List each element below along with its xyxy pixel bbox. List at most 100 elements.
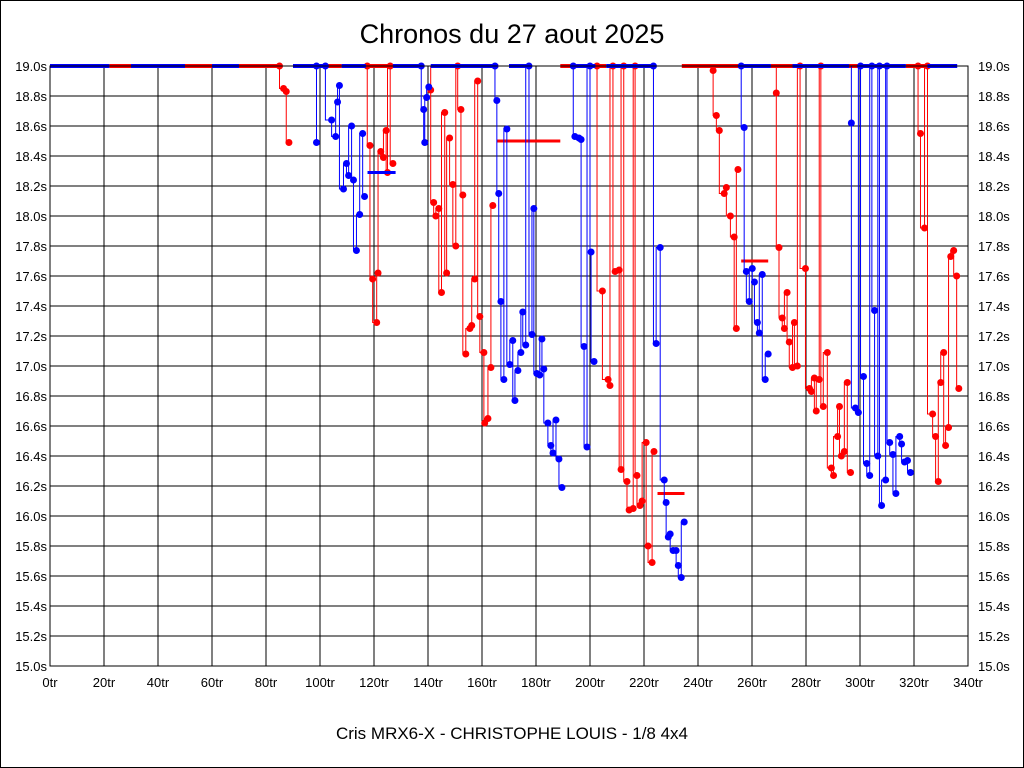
data-point bbox=[389, 160, 397, 167]
y-tick-label-left: 18.6s bbox=[15, 119, 47, 134]
y-tick-label-left: 17.6s bbox=[15, 269, 47, 284]
data-point bbox=[377, 148, 385, 155]
data-point bbox=[374, 269, 382, 277]
x-tick-label: 140tr bbox=[413, 675, 443, 690]
data-point bbox=[476, 313, 484, 320]
y-tick-label-left: 15.6s bbox=[15, 569, 47, 584]
data-point bbox=[452, 242, 460, 250]
data-point bbox=[840, 448, 848, 455]
data-point bbox=[843, 379, 851, 386]
data-point bbox=[847, 119, 855, 127]
data-point bbox=[484, 415, 492, 422]
y-tick-label-left: 18.2s bbox=[15, 179, 47, 194]
y-tick-label-right: 16.6s bbox=[978, 419, 1010, 434]
data-point bbox=[577, 136, 585, 143]
y-tick-label-right: 15.4s bbox=[978, 599, 1010, 614]
data-point bbox=[471, 275, 479, 283]
data-point bbox=[860, 373, 868, 380]
data-point bbox=[348, 122, 356, 130]
y-tick-label-right: 18.6s bbox=[978, 119, 1010, 134]
y-tick-label-left: 17.2s bbox=[15, 329, 47, 344]
data-point bbox=[617, 466, 625, 473]
data-point bbox=[726, 212, 734, 220]
data-point bbox=[866, 472, 874, 479]
data-point bbox=[660, 476, 668, 484]
data-point bbox=[339, 185, 347, 193]
data-point bbox=[623, 478, 631, 485]
data-point bbox=[648, 559, 656, 566]
x-tick-label: 200tr bbox=[575, 675, 605, 690]
y-tick-label-right: 19.0s bbox=[978, 59, 1010, 74]
data-point bbox=[807, 388, 815, 395]
data-point bbox=[540, 365, 548, 373]
y-tick-label-left: 15.4s bbox=[15, 599, 47, 614]
y-tick-label-left: 17.0s bbox=[15, 359, 47, 374]
data-point bbox=[863, 460, 871, 467]
data-point bbox=[764, 350, 772, 358]
data-point bbox=[945, 424, 953, 431]
data-point bbox=[732, 325, 740, 332]
x-tick-label: 100tr bbox=[305, 675, 335, 690]
y-tick-label-right: 15.2s bbox=[978, 629, 1010, 644]
data-point bbox=[921, 224, 929, 232]
y-tick-label-left: 17.8s bbox=[15, 239, 47, 254]
data-point bbox=[587, 248, 595, 256]
data-point bbox=[878, 502, 886, 509]
plot-border bbox=[49, 65, 969, 667]
data-point bbox=[709, 67, 717, 74]
data-point bbox=[536, 371, 544, 379]
data-point bbox=[955, 385, 963, 392]
data-point bbox=[555, 455, 563, 463]
data-point bbox=[898, 440, 906, 448]
data-point bbox=[929, 410, 937, 418]
data-point bbox=[425, 83, 433, 91]
y-tick-label-left: 18.0s bbox=[15, 209, 47, 224]
data-point bbox=[720, 190, 728, 197]
data-point bbox=[547, 442, 555, 449]
data-point bbox=[748, 265, 756, 272]
data-point bbox=[790, 319, 798, 326]
y-tick-label-left: 16.0s bbox=[15, 509, 47, 524]
data-point bbox=[332, 133, 340, 140]
y-tick-label-left: 18.8s bbox=[15, 89, 47, 104]
y-tick-label-right: 15.6s bbox=[978, 569, 1010, 584]
y-tick-label-right: 17.0s bbox=[978, 359, 1010, 374]
data-point bbox=[812, 407, 820, 415]
data-point bbox=[947, 253, 955, 260]
data-point bbox=[538, 335, 546, 343]
data-point bbox=[644, 542, 652, 550]
data-point bbox=[780, 325, 788, 332]
data-point bbox=[916, 130, 924, 137]
data-point bbox=[642, 439, 650, 446]
data-point bbox=[438, 289, 445, 296]
data-point bbox=[680, 518, 688, 526]
data-point bbox=[742, 268, 750, 275]
data-point bbox=[830, 472, 838, 479]
data-point bbox=[827, 464, 835, 472]
y-tick-label-left: 16.2s bbox=[15, 479, 47, 494]
data-point bbox=[379, 154, 387, 161]
y-tick-label-right: 17.2s bbox=[978, 329, 1010, 344]
y-tick-label-right: 15.0s bbox=[978, 659, 1010, 674]
data-point bbox=[730, 233, 738, 241]
grid bbox=[49, 65, 969, 667]
data-point bbox=[896, 433, 904, 440]
data-point bbox=[487, 364, 495, 371]
data-point bbox=[474, 77, 482, 85]
data-point bbox=[906, 469, 914, 476]
data-point bbox=[519, 308, 527, 316]
y-tick-label-right: 17.6s bbox=[978, 269, 1010, 284]
y-tick-label-left: 15.8s bbox=[15, 539, 47, 554]
data-point bbox=[638, 497, 646, 505]
data-point bbox=[834, 433, 842, 440]
data-point bbox=[932, 433, 940, 440]
data-point bbox=[361, 193, 369, 200]
data-point bbox=[934, 478, 942, 485]
data-point bbox=[544, 419, 552, 427]
y-tick-label-right: 16.4s bbox=[978, 449, 1010, 464]
data-point bbox=[633, 472, 641, 479]
y-tick-label-left: 16.4s bbox=[15, 449, 47, 464]
x-tick-label: 320tr bbox=[899, 675, 929, 690]
data-point bbox=[753, 319, 761, 326]
data-point bbox=[674, 562, 682, 569]
